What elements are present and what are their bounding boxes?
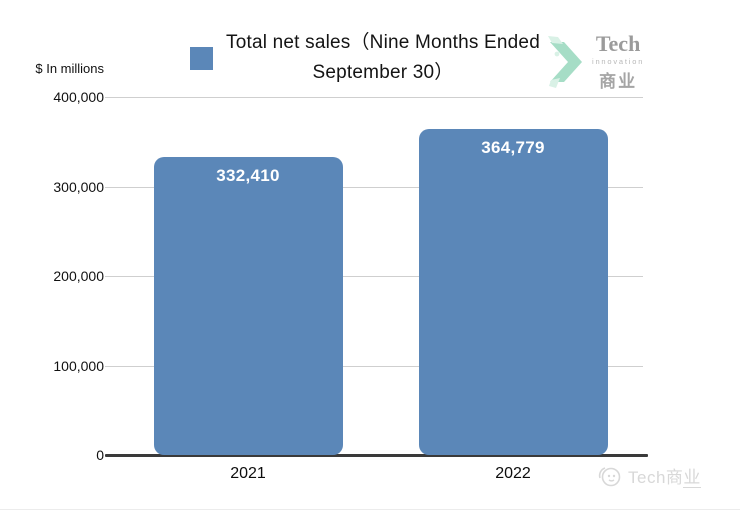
- chart-title-line1: Total net sales（Nine Months Ended: [226, 32, 540, 53]
- bar-2022: 364,779: [418, 128, 608, 455]
- y-tick-200,000: 200,000: [53, 268, 104, 284]
- watermark-text: Tech商业: [628, 468, 701, 488]
- logo-brand-name: Tech: [595, 30, 641, 56]
- logo-text: Tech innovation 商业: [592, 30, 645, 92]
- gridline-300,000: [105, 186, 643, 188]
- watermark-face-icon: [598, 466, 621, 486]
- gridline-100,000: [105, 365, 643, 367]
- x-tick-2021: 2021: [230, 465, 266, 482]
- y-tick-400,000: 400,000: [53, 89, 104, 105]
- bar-value-2021: 332,410: [216, 166, 280, 186]
- logo-chevron-icon: [548, 36, 582, 88]
- x-tick-2022: 2022: [495, 465, 531, 482]
- gridline-200,000: [105, 276, 643, 277]
- bar-value-2022: 364,779: [481, 137, 545, 157]
- logo-cn-name: 商业: [599, 71, 638, 91]
- y-axis-unit-label: $ In millions: [35, 61, 104, 76]
- brand-logo: Tech innovation 商业: [548, 26, 678, 98]
- y-tick-300,000: 300,000: [53, 178, 104, 195]
- logo-subtitle: innovation: [592, 56, 645, 66]
- bottom-divider: [0, 509, 740, 510]
- chart-title: Total net sales（Nine Months Ended Septem…: [226, 28, 540, 88]
- watermark: Tech商业: [597, 463, 701, 488]
- gridline-400,000: [105, 97, 643, 98]
- chart-title-line2: September 30）: [312, 62, 454, 83]
- bar-2021: 332,410: [153, 157, 343, 455]
- y-tick-100,000: 100,000: [53, 357, 104, 374]
- y-tick-0: 0: [96, 447, 104, 463]
- x-axis-line: [105, 454, 648, 457]
- chart-header: Total net sales（Nine Months Ended Septem…: [0, 28, 730, 88]
- legend-swatch: [190, 46, 214, 70]
